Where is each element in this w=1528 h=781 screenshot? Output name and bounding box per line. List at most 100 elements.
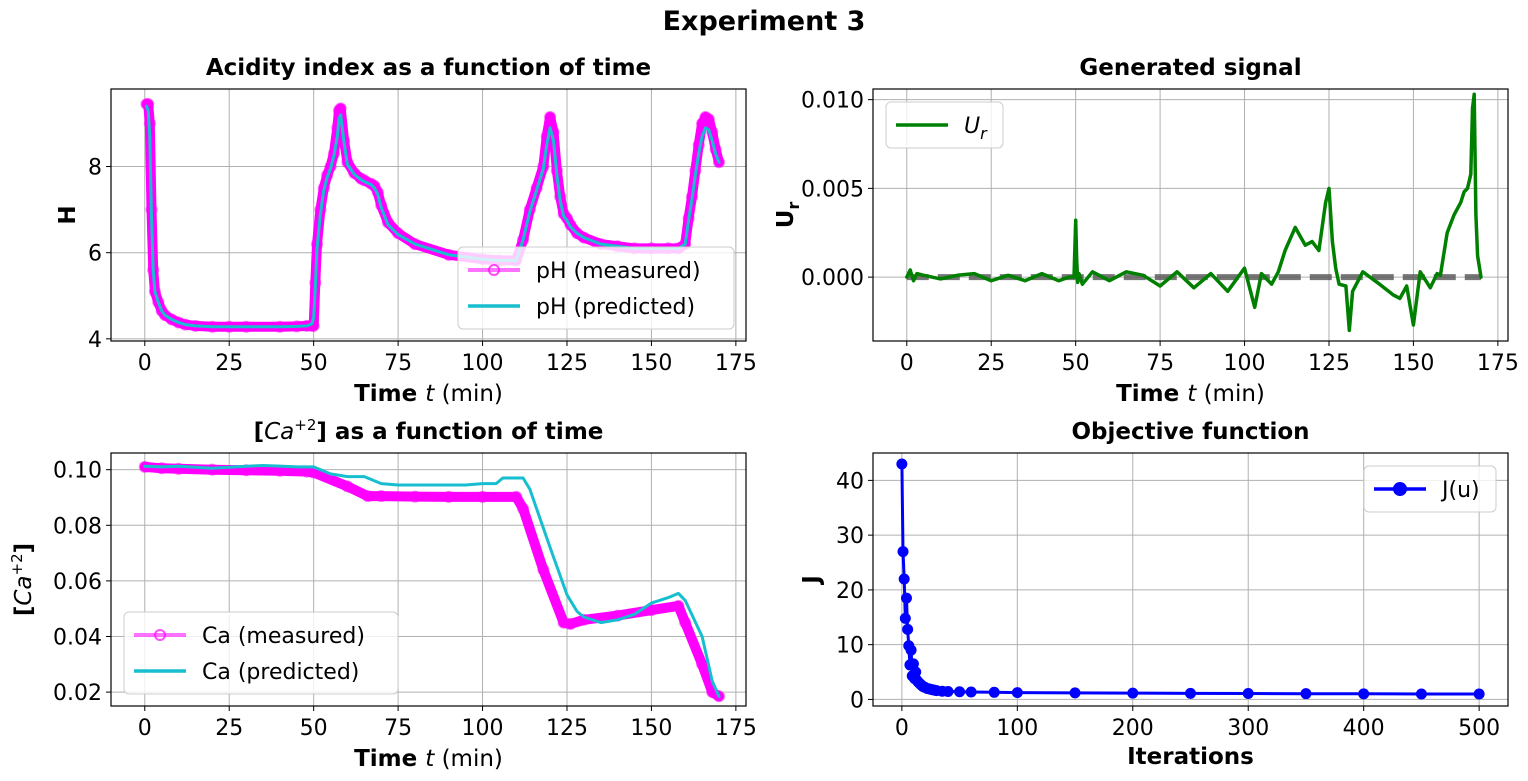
data-point-j: [954, 686, 966, 698]
data-point-ca: [341, 480, 354, 493]
axes-title: Acidity index as a function of time: [206, 55, 651, 81]
tick-label-y: 40: [836, 469, 864, 494]
tick-label-y: 0.005: [801, 177, 864, 202]
legend-ph: pH (measured) pH (predicted): [457, 246, 735, 330]
data-point-ca: [672, 599, 685, 612]
tick-label-y: 10: [836, 634, 864, 659]
axis-label-x: Time t (min): [354, 746, 503, 772]
tick-label-x: 0: [138, 351, 152, 376]
figure-title: Experiment 3: [662, 6, 866, 37]
data-point-ca: [517, 502, 530, 515]
legend-label: pH (measured): [536, 259, 701, 284]
axes-frame: [110, 88, 747, 342]
axis-label-y: [Ca+2]: [8, 543, 37, 616]
tick-label-x: 300: [1227, 716, 1269, 741]
data-point-j: [902, 623, 914, 635]
tick-label-x: 0: [900, 351, 914, 376]
tick-label-x: 400: [1343, 716, 1385, 741]
data-point-j: [900, 592, 912, 604]
tick-label-y: 0.000: [801, 266, 864, 291]
legend-box: [457, 246, 735, 330]
data-point-j: [1011, 687, 1023, 699]
tick-label-y: 4: [88, 328, 102, 353]
data-point-j: [988, 686, 1000, 698]
tick-label-x: 100: [1224, 351, 1266, 376]
tick-label-x: 50: [300, 351, 328, 376]
legend-marker: [488, 264, 500, 276]
legend-box: [1363, 465, 1497, 513]
plot-area-ur: [905, 92, 1483, 333]
ylabel-part: Ca: [11, 575, 37, 605]
xlabel-part: t: [425, 381, 441, 407]
tick-label-x: 150: [1392, 351, 1434, 376]
axes-title: Generated signal: [1079, 55, 1301, 81]
chart-j: 0 100 200 300 400 500 0 10 20 30 40 Objective funct…: [799, 419, 1509, 770]
tick-label-y: 8: [88, 156, 102, 181]
data-point-j: [905, 644, 917, 656]
data-point-j: [899, 612, 911, 624]
tick-label-x: 75: [1146, 351, 1174, 376]
tick-label-x: 75: [384, 351, 412, 376]
title-part: [: [254, 419, 265, 445]
data-point-ca: [442, 490, 455, 503]
tick-label-y: 0.10: [53, 459, 102, 484]
tick-label-x: 175: [715, 716, 757, 741]
axis-label-x: Time t (min): [1116, 381, 1265, 407]
tick-label-x: 25: [977, 351, 1005, 376]
data-point-j: [942, 685, 954, 697]
data-point-ca: [537, 563, 550, 576]
tick-label-x: 150: [630, 351, 672, 376]
data-point-ca: [361, 490, 374, 503]
tick-label-x: 25: [215, 351, 243, 376]
legend-marker: [154, 629, 166, 641]
data-point-j: [897, 546, 909, 558]
tick-label-y: 0: [850, 688, 864, 713]
plot-area-ca: [138, 460, 725, 703]
tick-label-x: 175: [1477, 351, 1519, 376]
tick-label-x: 0: [895, 716, 909, 741]
chart-ca: 0 25 50 75 100 125 150 175 0.02 0.04 0.06 0.08 0.10 […: [8, 416, 757, 772]
title-part: Ca: [264, 419, 294, 445]
axes-frame: [872, 452, 1509, 707]
tick-label-y: 20: [836, 579, 864, 604]
tick-label-y: 0.04: [53, 625, 102, 650]
series-line-ur-0: [905, 92, 1483, 333]
legend-box: [123, 611, 399, 695]
data-point-ph: [334, 102, 347, 115]
data-point-ca: [476, 490, 489, 503]
axis-label-x: Time t (min): [354, 381, 503, 407]
tick-label-x: 125: [546, 716, 588, 741]
legend-label: Ca (measured): [202, 624, 365, 649]
tick-label-x: 200: [1112, 716, 1154, 741]
tick-label-x: 50: [1062, 351, 1090, 376]
xlabel-part: t: [1187, 381, 1203, 407]
legend-label-part: r: [980, 124, 988, 143]
tick-label-x: 175: [715, 351, 757, 376]
legend-ur: Ur: [885, 101, 1004, 149]
chart-ur: 0 25 50 75 100 125 150 175 0.000 0.005 0.010 Genera…: [773, 55, 1519, 407]
data-point-j: [1069, 687, 1081, 699]
chart-ph: 0 25 50 75 100 125 150 175 4 6 8 Acidity index as a…: [55, 55, 757, 407]
axes-title: [Ca+2] as a function of time: [254, 416, 604, 445]
xlabel-part: Time: [354, 381, 425, 407]
data-point-j: [1415, 688, 1427, 700]
tick-label-x: 500: [1458, 716, 1500, 741]
tick-label-x: 100: [462, 351, 504, 376]
tick-label-y: 0.010: [801, 89, 864, 114]
tick-label-x: 25: [215, 716, 243, 741]
data-point-ca: [564, 617, 577, 630]
title-part: +2: [294, 416, 316, 434]
axis-label-y: J: [799, 575, 825, 586]
legend-label-part: U: [964, 114, 980, 139]
tick-label-y: 0.02: [53, 681, 102, 706]
data-point-j: [1185, 687, 1196, 699]
tick-label-y: 0.08: [53, 514, 102, 539]
ylabel-part: [: [11, 606, 37, 617]
tick-label-x: 100: [462, 716, 504, 741]
data-point-j: [965, 686, 977, 698]
data-point-ph: [702, 113, 715, 126]
ylabel-part: r: [784, 202, 803, 210]
tick-label-x: 0: [138, 716, 152, 741]
data-point-j: [1300, 688, 1312, 700]
tick-label-x: 75: [384, 716, 412, 741]
